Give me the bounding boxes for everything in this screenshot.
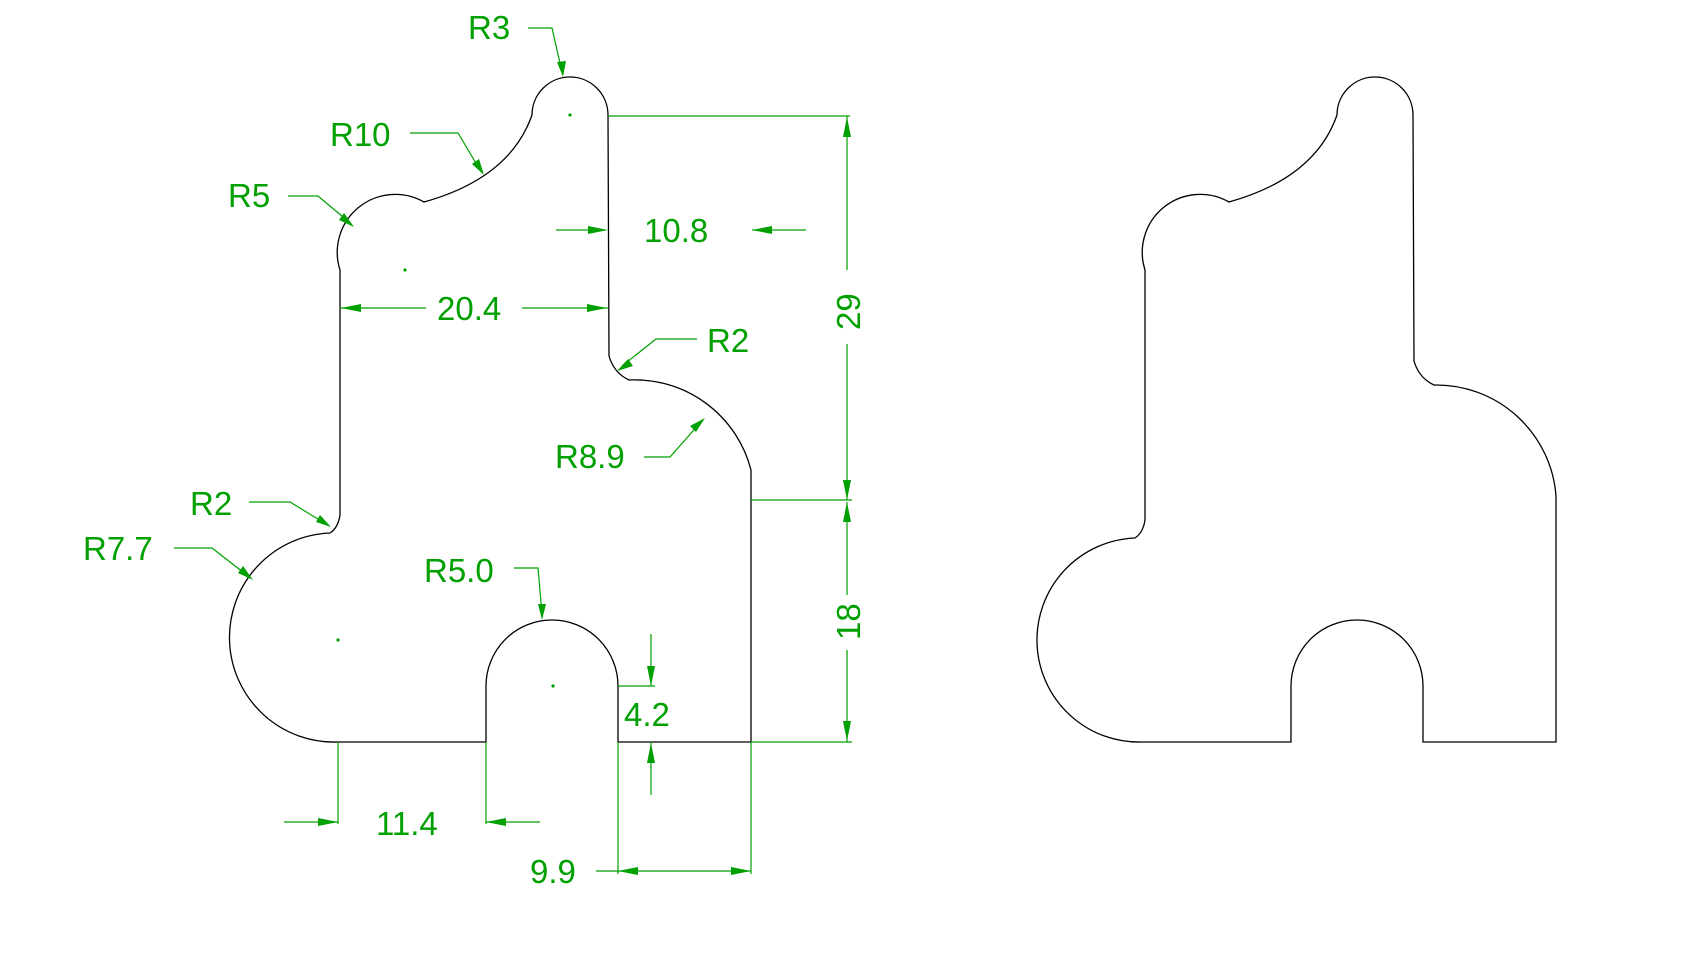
dim-10-8: 10.8 xyxy=(556,212,806,249)
dim-20-4: 20.4 xyxy=(340,290,608,327)
r10-callout: R10 xyxy=(330,116,484,175)
r10-label: R10 xyxy=(330,116,391,153)
r5-callout: R5 xyxy=(228,177,354,227)
dim-9-9: 9.9 xyxy=(530,742,752,890)
dim-11-4-label: 11.4 xyxy=(376,805,438,842)
center-mark xyxy=(551,684,555,688)
r2-upper-label: R2 xyxy=(707,322,749,359)
dim-4-2-label: 4.2 xyxy=(624,696,670,733)
r5-0-label: R5.0 xyxy=(424,552,494,589)
r8-9-label: R8.9 xyxy=(555,438,625,475)
dim-29: 29 xyxy=(608,115,867,500)
r5-0-callout: R5.0 xyxy=(424,552,546,620)
center-mark xyxy=(403,268,407,272)
dim-20-4-label: 20.4 xyxy=(437,290,501,327)
r7-7-callout: R7.7 xyxy=(83,530,253,580)
dim-9-9-label: 9.9 xyxy=(530,853,576,890)
r2-left-callout: R2 xyxy=(190,485,331,527)
dim-18-label: 18 xyxy=(830,603,867,640)
r8-9-callout: R8.9 xyxy=(555,418,705,475)
dim-29-label: 29 xyxy=(830,293,867,330)
dim-18: 18 xyxy=(751,499,867,743)
part-outline-dimensioned xyxy=(228,76,752,743)
r5-label: R5 xyxy=(228,177,270,214)
r2-left-label: R2 xyxy=(190,485,232,522)
r3-callout: R3 xyxy=(468,9,566,77)
dim-10-8-label: 10.8 xyxy=(644,212,708,249)
r2-upper-callout: R2 xyxy=(617,322,749,371)
part-outline-plain xyxy=(1036,76,1557,743)
center-mark xyxy=(336,638,340,642)
r3-label: R3 xyxy=(468,9,510,46)
center-mark xyxy=(568,113,572,117)
dim-11-4: 11.4 xyxy=(284,742,540,842)
dim-4-2: 4.2 xyxy=(618,634,670,795)
r7-7-label: R7.7 xyxy=(83,530,153,567)
